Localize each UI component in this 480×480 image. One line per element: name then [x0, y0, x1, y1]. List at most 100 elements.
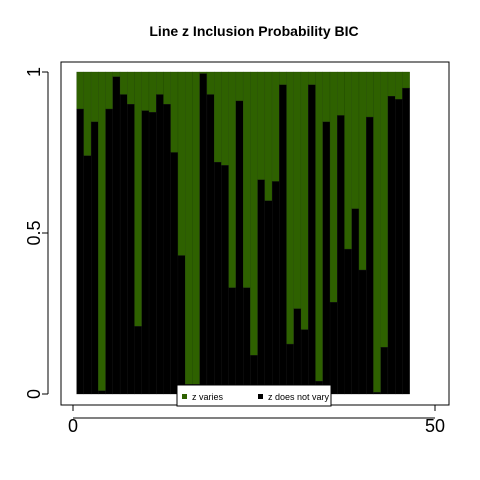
bar-z-varies: [90, 71, 99, 123]
bar-z-does-not-vary: [177, 255, 186, 395]
bars-layer: [76, 71, 410, 395]
bar-z-varies: [351, 71, 360, 210]
bar-z-varies: [337, 71, 345, 116]
bar-z-varies: [199, 71, 208, 74]
bar-z-does-not-vary: [206, 94, 215, 395]
bar-z-does-not-vary: [257, 179, 266, 395]
legend-swatch: [182, 394, 187, 399]
bar-z-does-not-vary: [322, 121, 331, 395]
legend-box: [176, 384, 332, 407]
bar-z-does-not-vary: [293, 308, 302, 395]
bar-z-does-not-vary: [221, 165, 229, 395]
bar-z-does-not-vary: [156, 94, 164, 395]
bar-z-varies: [192, 71, 200, 385]
bar-z-varies: [279, 71, 287, 86]
y-axis: 00.51: [24, 67, 49, 399]
bar-z-does-not-vary: [98, 390, 106, 395]
bar-z-does-not-vary: [112, 76, 121, 395]
bar-z-does-not-vary: [271, 181, 280, 395]
bar-z-varies: [402, 71, 410, 89]
bar-z-does-not-vary: [228, 287, 237, 395]
legend-swatch: [258, 394, 263, 399]
bar-z-does-not-vary: [170, 152, 179, 395]
bar-z-does-not-vary: [402, 87, 410, 395]
bar-z-varies: [185, 71, 193, 385]
bar-z-varies: [228, 71, 237, 288]
bar-z-varies: [83, 71, 92, 156]
bar-z-does-not-vary: [380, 347, 389, 395]
bar-z-varies: [134, 71, 142, 327]
bar-z-varies: [380, 71, 389, 348]
bar-z-varies: [141, 71, 150, 111]
bar-z-does-not-vary: [242, 287, 251, 395]
bar-z-varies: [170, 71, 179, 153]
bar-z-varies: [373, 71, 381, 393]
bar-z-does-not-vary: [308, 84, 316, 395]
bar-z-does-not-vary: [373, 392, 381, 395]
bar-z-varies: [366, 71, 374, 118]
bar-z-does-not-vary: [127, 104, 135, 395]
bar-z-varies: [214, 71, 222, 163]
bar-z-does-not-vary: [148, 112, 157, 395]
bar-z-does-not-vary: [344, 248, 352, 395]
bar-z-varies: [257, 71, 266, 181]
x-tick-label: 0: [68, 416, 78, 436]
bar-z-does-not-vary: [337, 115, 345, 395]
legend-label: z does not vary: [268, 392, 330, 402]
bar-z-does-not-vary: [199, 73, 208, 395]
bar-z-does-not-vary: [329, 302, 338, 395]
bar-z-varies: [206, 71, 215, 95]
y-tick-label: 0: [24, 389, 44, 399]
bar-z-varies: [286, 71, 294, 345]
bar-z-varies: [387, 71, 396, 97]
bar-z-varies: [177, 71, 186, 256]
bar-z-varies: [105, 71, 113, 110]
bar-z-does-not-vary: [76, 108, 85, 395]
bar-z-varies: [358, 71, 367, 271]
bar-z-does-not-vary: [235, 100, 244, 395]
bar-z-varies: [119, 71, 128, 95]
bar-z-varies: [221, 71, 229, 166]
bar-z-varies: [271, 71, 280, 182]
x-axis: 0 50: [68, 405, 445, 436]
bar-z-varies: [163, 71, 171, 105]
bar-z-does-not-vary: [90, 121, 99, 395]
bar-z-varies: [293, 71, 302, 309]
bar-z-varies: [250, 71, 258, 356]
bar-z-does-not-vary: [366, 116, 374, 395]
bar-z-does-not-vary: [300, 329, 309, 395]
bar-z-does-not-vary: [279, 84, 287, 395]
bar-z-varies: [395, 71, 403, 100]
legend: z varies z does not vary: [176, 384, 332, 407]
bar-z-does-not-vary: [119, 94, 128, 395]
legend-label: z varies: [192, 392, 224, 402]
bar-z-does-not-vary: [358, 269, 367, 395]
bar-z-does-not-vary: [141, 110, 150, 395]
bar-z-varies: [148, 71, 157, 113]
bar-z-does-not-vary: [351, 208, 360, 395]
bar-z-varies: [315, 71, 323, 382]
bar-z-does-not-vary: [163, 104, 171, 395]
bar-z-does-not-vary: [214, 162, 222, 395]
chart-title: Line z Inclusion Probability BIC: [149, 23, 358, 39]
bar-z-varies: [322, 71, 331, 123]
bar-z-varies: [235, 71, 244, 102]
bar-z-varies: [344, 71, 352, 250]
y-tick-label: 1: [24, 67, 44, 77]
bar-z-does-not-vary: [264, 200, 273, 395]
bar-z-does-not-vary: [395, 99, 403, 395]
bar-z-varies: [329, 71, 338, 303]
bar-z-varies: [264, 71, 273, 201]
y-tick-label: 0.5: [24, 220, 44, 245]
bar-z-varies: [98, 71, 106, 391]
bar-z-varies: [112, 71, 121, 77]
bar-z-varies: [308, 71, 316, 86]
bar-z-varies: [76, 71, 85, 110]
bar-z-does-not-vary: [134, 326, 142, 395]
x-tick-label: 50: [425, 416, 445, 436]
bar-z-does-not-vary: [105, 108, 113, 395]
bar-z-does-not-vary: [387, 96, 396, 395]
bar-z-varies: [242, 71, 251, 288]
bar-z-varies: [156, 71, 164, 95]
